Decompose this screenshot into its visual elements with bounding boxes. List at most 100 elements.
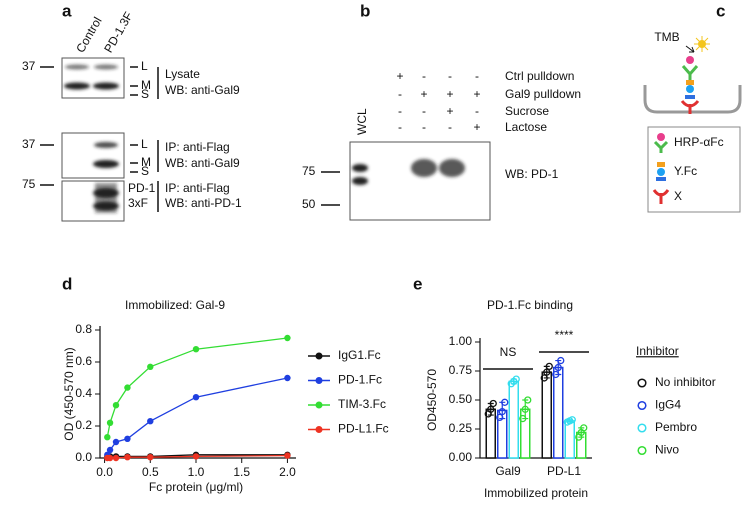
legend-title: Inhibitor [636,344,679,358]
replicate-point [543,368,551,376]
data-point [284,374,291,382]
y-axis-label: OD (450-570 nm) [62,347,76,440]
legend-marker [315,377,323,384]
y-tick-label: 0.50 [449,392,473,406]
legend-label: Pembro [655,420,697,434]
replicate-point [554,363,562,372]
blot-label: WB: PD-1 [505,167,559,181]
blot-description: IP: anti-Flag [165,140,230,154]
legend-marker [315,401,323,409]
x-tick-label: Gal9 [495,464,521,478]
replicate-point [512,375,520,383]
blot-description: WB: anti-Gal9 [165,156,240,170]
condition-sign: - [448,69,452,83]
x-tick-label: 1.0 [188,465,205,479]
condition-sign: + [473,87,480,101]
data-point [284,452,291,459]
data-point [106,454,114,462]
replicate-point [489,399,497,408]
legend-label: TIM-3.Fc [338,397,386,411]
condition-label: Sucrose [505,104,549,118]
data-point [124,435,131,442]
band-label: S [141,87,149,101]
blot-frame [61,180,125,222]
blot-b [352,159,465,185]
condition-sign: - [475,69,479,83]
data-point [106,419,114,426]
condition-sign: - [422,104,426,118]
condition-sign: - [398,87,402,101]
band-label: PD-1 [128,181,156,195]
y-tick-label: 0.75 [449,363,473,377]
condition-sign: + [446,87,453,101]
x-tick-label: 1.5 [233,465,250,479]
legend-label: Nivo [655,443,679,457]
panel-label: b [360,1,370,20]
band-label: M [141,78,151,92]
series-line [106,377,288,456]
significance-label: **** [555,328,574,342]
condition-sign: + [446,104,453,118]
significance-label: NS [500,345,517,359]
axis [479,338,592,459]
legend-marker [315,352,323,360]
blot-frame [61,57,125,99]
data-point [147,363,154,370]
legend-label: IgG4 [655,398,681,412]
x-tick-label: 0.0 [96,465,113,479]
x-axis-label: Fc protein (μg/ml) [149,480,243,494]
replicate-point [487,405,495,413]
bar [508,380,519,459]
size-marker: 37 [22,137,36,151]
condition-label: Lactose [505,120,547,134]
replicate-point [568,416,576,424]
size-marker: 75 [22,177,36,191]
x-tick-label: 2.0 [279,465,296,479]
chart-title: Immobilized: Gal-9 [125,298,225,312]
panel-label: d [62,274,72,293]
data-point [192,346,200,353]
size-marker: 37 [22,59,36,73]
data-point [147,454,154,461]
data-point [112,454,120,462]
band-label: M [141,155,151,169]
replicate-point [501,398,509,406]
blot-description: WB: anti-Gal9 [165,83,240,97]
y-tick-label: 0.25 [449,421,473,435]
elisa-diagram [643,36,742,213]
replicate-point [540,374,548,382]
lane-label: WCL [355,108,369,135]
replicate-point [521,405,529,413]
replicate-point [545,362,553,371]
column-label: Control [73,15,104,56]
data-point [112,402,120,409]
blot-description: WB: anti-PD-1 [165,196,242,210]
data-point [112,438,120,446]
legend-label: PD-1.Fc [338,373,382,387]
blot-frame [349,141,491,221]
legend-marker [637,400,647,411]
legend-label: No inhibitor [655,375,716,389]
condition-sign: - [422,120,426,134]
blot-frame [61,132,125,179]
bar [541,371,552,459]
legend-label: IgG1.Fc [338,348,381,362]
bar [553,366,564,459]
condition-sign: + [473,120,480,134]
data-point [124,454,131,461]
replicate-point [580,424,588,432]
legend-label: PD-L1.Fc [338,422,389,436]
data-point [192,453,200,460]
data-point [284,334,291,342]
replicate-point [519,414,527,423]
data-point [104,434,111,441]
condition-label: Gal9 pulldown [505,87,581,101]
panel-label: c [716,1,725,20]
replicate-point [496,413,504,422]
legend-label: X [674,189,682,203]
condition-sign: - [398,120,402,134]
y-tick-label: 0.4 [75,386,92,400]
replicate-point [524,396,532,404]
y-tick-label: 1.00 [449,334,473,348]
